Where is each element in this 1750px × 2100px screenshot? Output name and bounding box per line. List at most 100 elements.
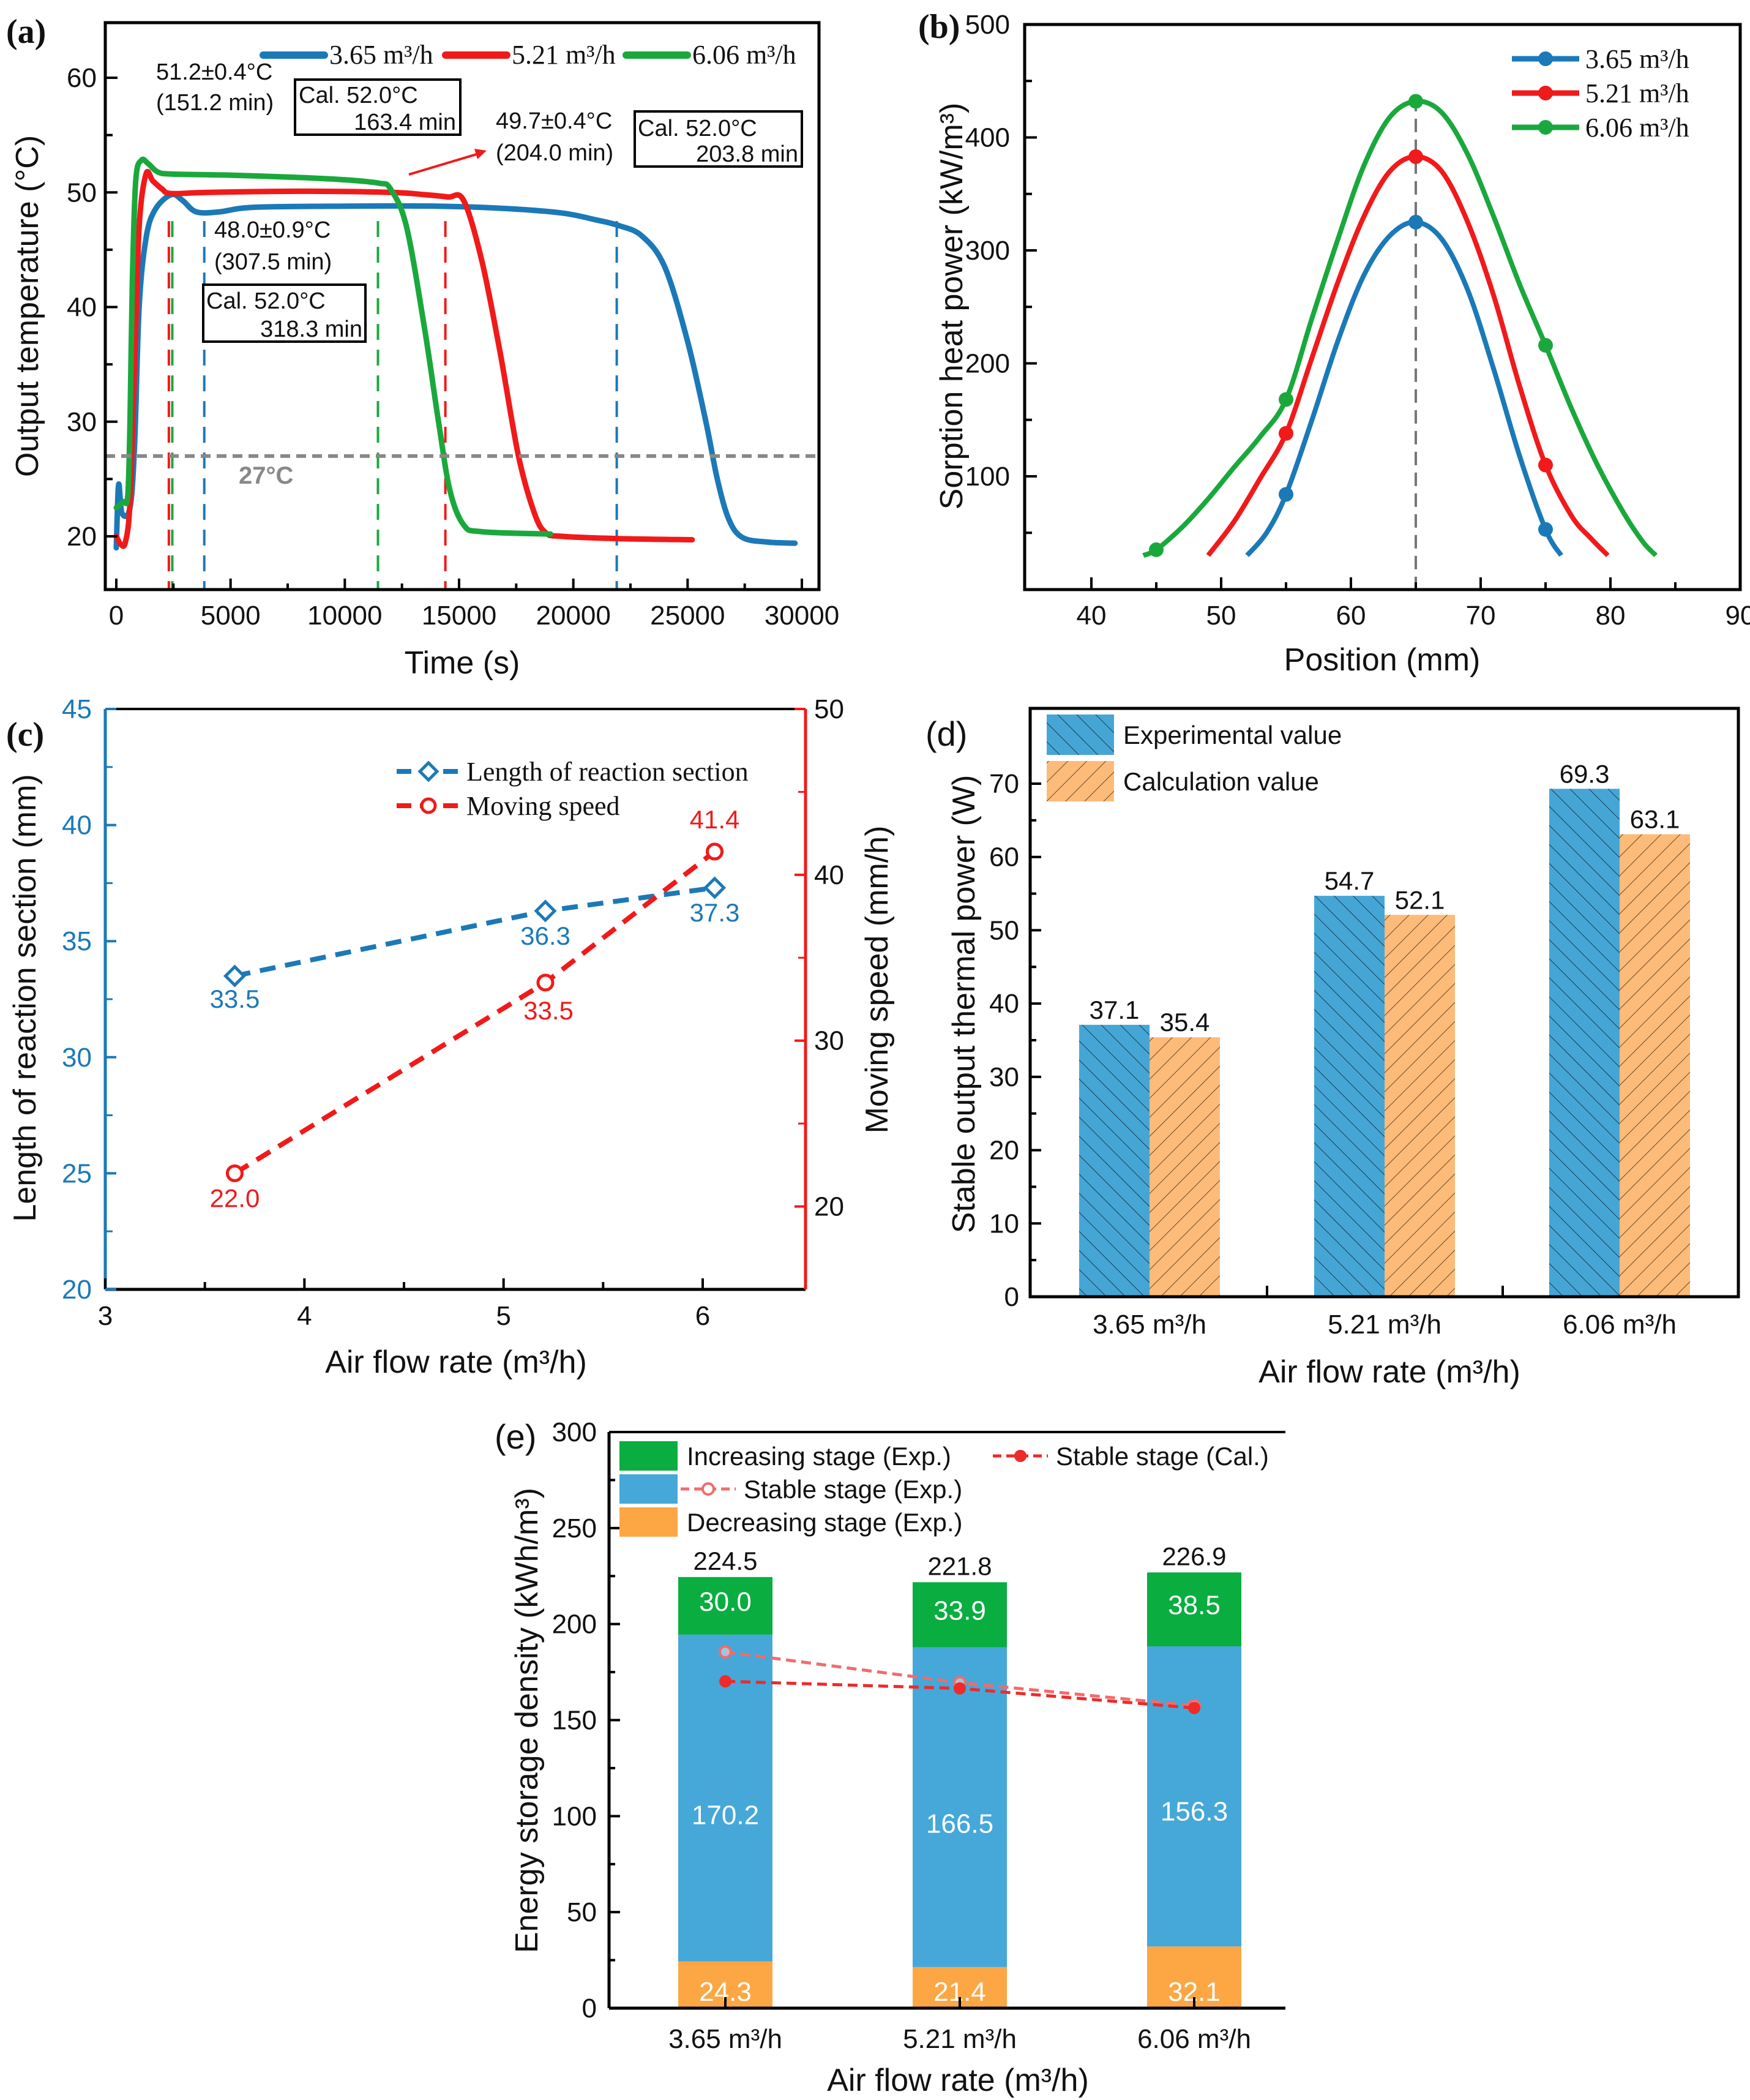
x-axis-label-c: Air flow rate (m³/h) [325, 1344, 587, 1380]
y-tick-label: 40 [989, 989, 1019, 1019]
x-tick-label: 3 [98, 1301, 113, 1331]
y-axis-label-left-c: Length of reaction section (mm) [7, 774, 43, 1221]
annotation-red-cal-temp: Cal. 52.0°C [638, 116, 757, 141]
data-label-length: 37.3 [690, 898, 740, 927]
y-left-tick-label: 35 [62, 926, 92, 956]
segment-value-label: 170.2 [692, 1801, 759, 1831]
y-tick-label: 100 [965, 462, 1010, 492]
y-tick-label: 40 [67, 293, 97, 323]
legend-swatch [1047, 714, 1114, 755]
y-tick-label: 250 [552, 1513, 597, 1543]
ticks-a: 0 5000 10000 15000 20000 25000 30000 20 30 40 50 60 [67, 63, 839, 631]
stack-segment [1147, 1572, 1241, 1647]
y-right-tick-label: 20 [814, 1192, 844, 1222]
data-point-diamond [703, 876, 727, 899]
panel-a: (a) 0 5000 10000 15000 20000 25000 30000 20 30 40… [6, 13, 839, 681]
data-point [1538, 457, 1553, 473]
panel-c: (c) 33.536.337.322.033.541.4 3 4 5 62025303… [6, 694, 895, 1380]
data-label-speed: 41.4 [690, 805, 740, 834]
annotation-green-exp-time: (151.2 min) [156, 90, 274, 116]
legend-label: Calculation value [1123, 767, 1319, 796]
ticks-e: 3.65 m³/h 5.21 m³/h 6.06 m³/h 0 50 100 150 200 2… [552, 1417, 1251, 2054]
line-point-filled [719, 1675, 731, 1688]
y-axis-label-d: Stable output thermal power (W) [946, 775, 982, 1234]
panel-label-e: (e) [495, 1417, 536, 1456]
x-tick-label: 15000 [422, 601, 496, 631]
line-point-filled [1188, 1701, 1200, 1714]
annotations-a: 51.2±0.4°C (151.2 min) Cal. 52.0°C 163.4… [156, 59, 803, 489]
legend-label: 3.65 m³/h [1585, 44, 1689, 74]
annotation-blue-exp-time: (307.5 min) [214, 249, 332, 275]
x-tick-label: 30000 [765, 601, 839, 631]
bar-value-label: 54.7 [1325, 866, 1375, 895]
series-line-3-65 [113, 192, 798, 551]
x-tick-label: 5000 [201, 601, 261, 631]
plot-area-c: 33.5 36.3 37.3 22.0 33.5 41.4 [210, 805, 740, 1212]
x-tick-label: 20000 [536, 601, 610, 631]
legend-swatch [619, 1507, 678, 1537]
legend-label: 5.21 m³/h [512, 40, 616, 70]
x-axis-label-e: Air flow rate (m³/h) [827, 2063, 1089, 2098]
data-point [1149, 542, 1164, 557]
annotation-green-cal-time: 163.4 min [354, 110, 456, 135]
legend-label: 5.21 m³/h [1585, 78, 1689, 108]
panel-label-c: (c) [6, 716, 44, 754]
x-tick-label: 0 [109, 601, 124, 631]
data-point [1538, 522, 1553, 537]
panel-d: (d) 37.1 35.4 54.7 52.1 69.3 63.1 3.65 m³/h 5.… [925, 707, 1740, 1390]
x-tick-label: 3.65 m³/h [668, 2024, 782, 2054]
y-tick-label: 50 [67, 178, 97, 208]
axes-frame-b [1023, 23, 1742, 591]
x-tick-label: 50 [1206, 601, 1236, 631]
y-right-tick-label: 40 [814, 860, 844, 890]
legend-a: 3.65 m³/h 5.21 m³/h 6.06 m³/h [260, 40, 796, 70]
total-value-label: 224.5 [693, 1547, 757, 1575]
annotation-red-exp-temp: 49.7±0.4°C [496, 108, 612, 134]
panel-label-b: (b) [918, 8, 960, 46]
y-tick-label: 70 [989, 769, 1019, 799]
legend-label: 3.65 m³/h [329, 40, 433, 70]
bar-experimental [1079, 1024, 1150, 1297]
annotation-blue-exp-temp: 48.0±0.9°C [214, 217, 331, 243]
x-axis-label-a: Time (s) [405, 645, 520, 681]
y-right-tick-label: 50 [814, 694, 844, 724]
legend-label: Decreasing stage (Exp.) [687, 1508, 963, 1537]
annotation-green-cal-temp: Cal. 52.0°C [299, 83, 418, 108]
bar-experimental [1314, 896, 1385, 1297]
annotation-box-red-cal [634, 110, 803, 168]
x-tick-label: 6.06 m³/h [1563, 1310, 1677, 1340]
x-tick-label: 90 [1726, 601, 1750, 631]
data-label-length: 36.3 [520, 921, 570, 950]
bar-value-label: 69.3 [1560, 759, 1610, 788]
y-tick-label: 30 [989, 1062, 1019, 1092]
segment-value-label: 156.3 [1161, 1796, 1228, 1826]
legend-swatch [1047, 761, 1114, 801]
legend-marker-circle [420, 797, 437, 814]
y-tick-label: 60 [67, 63, 97, 93]
x-tick-label: 5 [496, 1301, 510, 1331]
data-point-circle [225, 1164, 244, 1182]
x-axis-label-d: Air flow rate (m³/h) [1258, 1354, 1520, 1390]
ticks-d: 3.65 m³/h 5.21 m³/h 6.06 m³/h 0 10 20 30 40 50 60… [989, 769, 1677, 1340]
plot-area-d: 37.1 35.4 54.7 52.1 69.3 63.1 [1079, 759, 1690, 1297]
x-tick-label: 60 [1336, 601, 1366, 631]
series-curve [1245, 219, 1563, 557]
annotation-box-green-cal [294, 78, 462, 136]
legend-label: Length of reaction section [466, 757, 749, 787]
annotation-arrow-red [408, 152, 481, 176]
annotation-red-cal-time: 203.8 min [696, 141, 798, 167]
data-point-circle [706, 842, 724, 861]
legend-e: Increasing stage (Exp.) Stable stage (Cal… [619, 1441, 1269, 1537]
legend-swatch [619, 1441, 678, 1471]
bar-calculation [1385, 915, 1455, 1297]
x-tick-label: 5.21 m³/h [1328, 1310, 1442, 1340]
legend-label: Moving speed [466, 791, 620, 821]
series-line-6-06 [113, 156, 553, 537]
bar-value-label: 52.1 [1395, 885, 1445, 914]
data-point [1279, 392, 1293, 407]
y-tick-label: 150 [552, 1706, 597, 1736]
legend-label: Stable stage (Exp.) [744, 1475, 962, 1504]
y-axis-label-right-c: Moving speed (mm/h) [859, 826, 895, 1134]
legend-b: 3.65 m³/h 5.21 m³/h 6.06 m³/h [1512, 44, 1689, 143]
